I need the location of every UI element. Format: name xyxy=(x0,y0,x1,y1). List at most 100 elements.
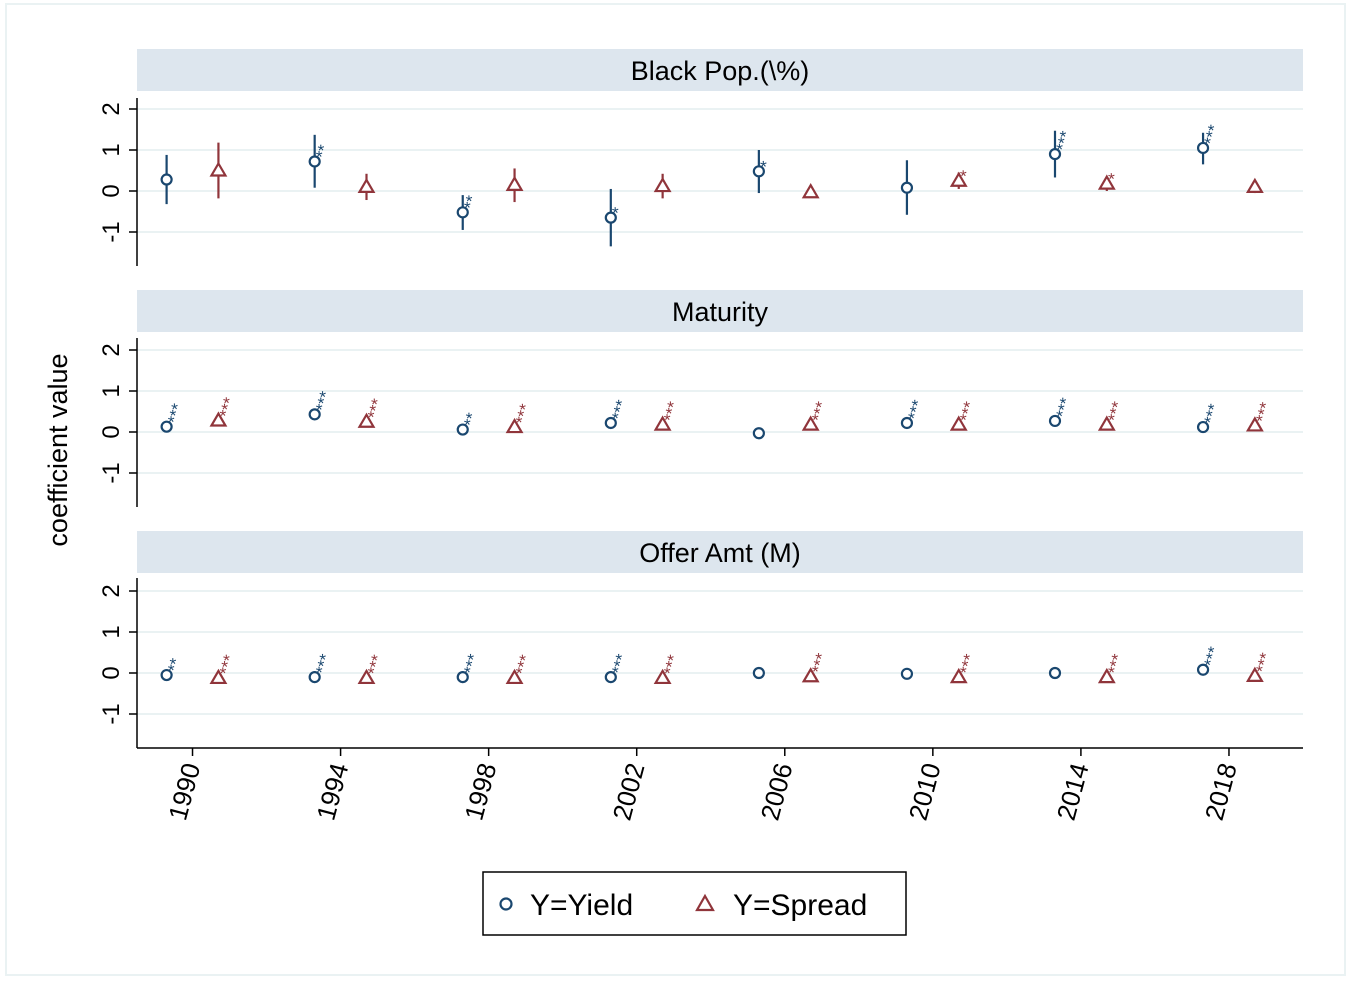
panel-title-strip xyxy=(137,290,1303,332)
series-spread: *** *** *** *** *** *** *** *** xyxy=(209,395,1276,434)
yield-point xyxy=(1196,141,1210,155)
significance-stars: *** xyxy=(904,398,928,422)
significance-stars: ** xyxy=(164,656,186,674)
yield-point xyxy=(900,667,914,680)
spread-point xyxy=(505,175,524,191)
legend-yield-label: Y=Yield xyxy=(530,889,633,922)
yield-point xyxy=(456,206,469,219)
significance-stars: *** xyxy=(364,396,388,420)
legend: Y=Yield Y=Spread xyxy=(482,871,907,936)
yield-point xyxy=(604,416,617,430)
series-spread: * * xyxy=(209,142,1264,203)
significance-stars: *** xyxy=(1201,644,1225,668)
significance-stars: ** xyxy=(460,193,482,211)
yield-point xyxy=(900,181,914,194)
spread-point xyxy=(209,668,228,685)
y-tick-label: 0 xyxy=(98,666,125,679)
y-tick-label: 0 xyxy=(98,425,125,438)
spread-point xyxy=(653,668,672,685)
yield-point xyxy=(604,211,617,224)
significance-stars: *** xyxy=(216,395,240,419)
yield-point xyxy=(900,416,914,430)
significance-stars: *** xyxy=(512,402,536,426)
spread-point xyxy=(357,177,376,193)
y-tick-label: 1 xyxy=(98,625,125,638)
spread-point xyxy=(1245,416,1264,432)
yield-point xyxy=(160,420,173,433)
significance-stars: ** xyxy=(460,411,482,429)
yield-point xyxy=(308,670,321,684)
yield-point xyxy=(1048,414,1062,428)
yield-point xyxy=(1196,420,1210,434)
significance-stars: *** xyxy=(312,389,336,413)
yield-point xyxy=(456,423,469,436)
significance-stars: *** xyxy=(460,652,484,676)
significance-stars: *** xyxy=(1252,650,1276,674)
y-tick-label: 2 xyxy=(98,584,125,597)
significance-stars: *** xyxy=(216,652,240,676)
significance-stars: * xyxy=(956,168,976,180)
panel-title: Black Pop.(\%) xyxy=(631,56,810,86)
spread-point xyxy=(801,183,820,199)
legend-spread-marker xyxy=(695,893,715,912)
figure-border xyxy=(5,3,1346,976)
significance-stars: *** xyxy=(608,398,632,422)
significance-stars: * xyxy=(1104,171,1124,183)
spread-point xyxy=(357,412,376,428)
significance-stars: *** xyxy=(1053,129,1077,153)
significance-stars: ** xyxy=(312,142,334,160)
significance-stars: *** xyxy=(1252,400,1276,424)
spread-point xyxy=(1245,177,1264,193)
spread-point xyxy=(653,176,672,193)
significance-stars: *** xyxy=(312,652,336,676)
legend-spread-label: Y=Spread xyxy=(733,889,867,922)
y-tick-label: 2 xyxy=(98,102,125,115)
significance-stars: *** xyxy=(956,399,980,423)
panel-title-strip xyxy=(137,49,1303,91)
spread-point xyxy=(209,411,228,427)
yield-point xyxy=(308,408,321,421)
y-tick-label: -1 xyxy=(98,462,125,483)
y-tick-label: -1 xyxy=(98,703,125,724)
yield-point xyxy=(752,666,765,680)
spread-point xyxy=(1245,666,1264,682)
panel-title-strip xyxy=(137,531,1303,573)
spread-point xyxy=(949,171,968,187)
significance-stars: *** xyxy=(1104,652,1128,676)
yield-point xyxy=(752,165,765,178)
yield-point xyxy=(160,173,173,186)
yield-point xyxy=(604,670,617,684)
series-yield: ** *** *** *** *** xyxy=(160,644,1225,684)
significance-stars: *** xyxy=(808,651,832,675)
spread-point xyxy=(949,667,968,684)
significance-stars: *** xyxy=(608,652,632,676)
significance-stars: *** xyxy=(1053,396,1077,420)
significance-stars: * xyxy=(608,205,628,217)
y-tick-label: 0 xyxy=(98,184,125,197)
significance-stars: *** xyxy=(1201,402,1225,426)
series-spread: *** *** *** *** *** *** *** *** xyxy=(209,650,1276,685)
yield-point xyxy=(752,427,765,440)
series-yield: ******** *** *** *** *** xyxy=(160,389,1225,440)
spread-point xyxy=(1097,667,1116,684)
legend-yield-marker xyxy=(499,897,513,911)
spread-point xyxy=(653,415,672,431)
significance-stars: *** xyxy=(1104,399,1128,423)
yield-point xyxy=(1048,148,1062,161)
significance-stars: *** xyxy=(660,399,684,423)
significance-stars: *** xyxy=(1201,123,1225,147)
spread-point xyxy=(505,668,524,685)
yield-point xyxy=(1048,666,1062,680)
y-axis-label: coefficient value xyxy=(43,353,73,546)
legend-box xyxy=(482,871,907,936)
significance-stars: *** xyxy=(364,652,388,676)
spread-point xyxy=(505,417,524,434)
spread-point xyxy=(949,415,968,431)
panel-title: Maturity xyxy=(672,297,769,327)
spread-point xyxy=(801,667,820,683)
y-tick-label: 2 xyxy=(98,343,125,356)
